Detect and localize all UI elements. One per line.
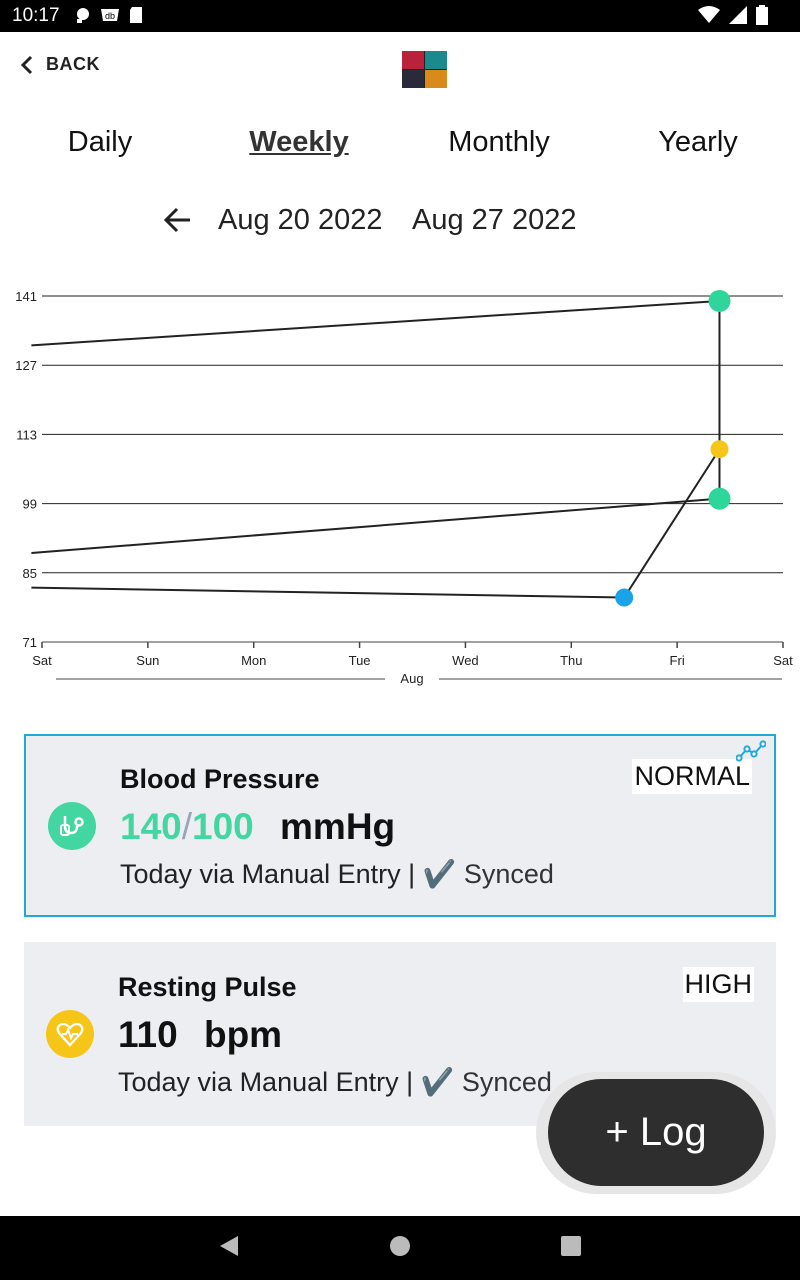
y-tick-label: 113 xyxy=(16,427,37,442)
trend-line-icon xyxy=(735,740,767,762)
series-line xyxy=(31,497,720,555)
y-tick-label: 141 xyxy=(15,289,37,304)
source-text: Today via Manual Entry | xyxy=(120,859,416,889)
back-button[interactable]: BACK xyxy=(20,54,100,75)
status-icons-left: db xyxy=(74,6,144,24)
previous-week-button[interactable] xyxy=(162,204,194,241)
pulse-number: 110 xyxy=(118,1014,178,1055)
x-tick-label: Wed xyxy=(452,653,479,668)
series-line xyxy=(31,586,625,599)
status-icons-right xyxy=(698,5,768,25)
nav-back-icon[interactable] xyxy=(218,1234,240,1258)
status-badge: NORMAL xyxy=(632,759,752,794)
blood-pressure-card[interactable]: Blood Pressure NORMAL 140/100 mmHg Today… xyxy=(24,734,776,917)
trend-chart-button[interactable] xyxy=(735,740,767,767)
card-source: Today via Manual Entry | ✔️ Synced xyxy=(120,858,554,890)
heart-pulse-icon xyxy=(46,1010,94,1058)
date-range-end: Aug 27 2022 xyxy=(412,204,577,236)
x-tick-label: Thu xyxy=(560,653,582,668)
x-tick-label: Sun xyxy=(136,653,159,668)
back-label: BACK xyxy=(46,54,100,74)
x-tick-label: Mon xyxy=(241,653,266,668)
card-title: Resting Pulse xyxy=(118,972,297,1002)
app-logo xyxy=(402,51,447,88)
nav-home-icon[interactable] xyxy=(388,1234,412,1258)
status-bar: 10:17 db xyxy=(0,0,800,32)
blood-pressure-value: 140/100 mmHg xyxy=(120,806,395,848)
date-range-nav: Aug 20 2022 Aug 27 2022 xyxy=(0,196,800,246)
battery-icon xyxy=(756,5,768,25)
date-range-start: Aug 20 2022 xyxy=(218,204,383,236)
card-source: Today via Manual Entry | ✔️ Synced xyxy=(118,1066,552,1098)
data-point xyxy=(615,588,634,607)
series-line xyxy=(31,299,720,347)
x-tick-label: Tue xyxy=(349,653,371,668)
status-time: 10:17 xyxy=(12,5,60,26)
synced-check-icon: ✔️ xyxy=(420,1067,455,1097)
x-tick-label: Sat xyxy=(32,653,52,668)
svg-text:db: db xyxy=(105,11,115,21)
data-point xyxy=(710,440,729,459)
synced-check-icon: ✔️ xyxy=(422,859,457,889)
stethoscope-icon xyxy=(48,802,96,850)
x-tick-label: Sat xyxy=(773,653,793,668)
notification-icon xyxy=(77,8,89,23)
synced-label: Synced xyxy=(463,859,554,889)
top-bar: BACK xyxy=(0,32,800,108)
diastolic-value: 100 xyxy=(192,806,254,847)
status-badge: HIGH xyxy=(682,967,754,1002)
sd-card-icon xyxy=(130,7,142,23)
y-tick-label: 85 xyxy=(23,566,37,581)
tab-daily[interactable]: Daily xyxy=(67,126,133,158)
synced-label: Synced xyxy=(461,1067,552,1097)
source-text: Today via Manual Entry | xyxy=(118,1067,414,1097)
x-tick-label: Fri xyxy=(670,653,685,668)
data-point xyxy=(708,487,731,510)
period-tabs: Daily Weekly Monthly Yearly xyxy=(0,120,800,170)
nav-recents-icon[interactable] xyxy=(560,1234,582,1258)
tab-yearly[interactable]: Yearly xyxy=(658,126,738,158)
y-tick-label: 127 xyxy=(15,358,37,373)
bp-unit: mmHg xyxy=(280,806,396,847)
tab-monthly[interactable]: Monthly xyxy=(448,126,550,158)
vitals-chart: 141 127 113 99 85 71 Sat Sun Mon Tue Wed Thu Fri Sat A… xyxy=(15,289,793,686)
pulse-unit: bpm xyxy=(203,1014,283,1055)
system-nav-bar xyxy=(0,1216,800,1280)
pulse-value: 110 bpm xyxy=(118,1014,282,1056)
y-tick-label: 71 xyxy=(23,635,37,650)
wifi-icon xyxy=(698,6,720,23)
tab-weekly[interactable]: Weekly xyxy=(249,126,349,158)
data-point xyxy=(708,289,731,312)
systolic-value: 140 xyxy=(120,806,182,847)
arrow-left-icon xyxy=(163,207,190,233)
card-title: Blood Pressure xyxy=(120,764,320,794)
month-label: Aug xyxy=(400,671,423,686)
signal-icon xyxy=(729,6,747,24)
y-tick-label: 99 xyxy=(23,497,37,512)
chevron-left-icon xyxy=(20,55,33,74)
bp-separator: / xyxy=(181,806,193,847)
vpn-icon: db xyxy=(101,9,119,21)
log-button[interactable]: + Log xyxy=(548,1079,764,1186)
series-line xyxy=(623,448,721,599)
